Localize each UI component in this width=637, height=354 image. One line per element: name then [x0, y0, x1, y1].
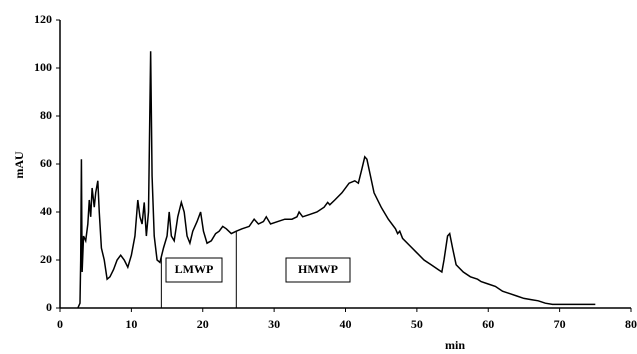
x-tick-label: 70 — [554, 317, 566, 331]
x-tick-label: 40 — [340, 317, 352, 331]
x-tick-label: 0 — [57, 317, 63, 331]
y-tick-label: 0 — [46, 300, 52, 314]
y-tick-label: 60 — [40, 156, 52, 170]
y-tick-label: 20 — [40, 252, 52, 266]
x-tick-label: 30 — [268, 317, 280, 331]
annotation-box — [285, 257, 351, 283]
annotation: LMWP — [175, 262, 214, 276]
x-tick-label: 60 — [482, 317, 494, 331]
x-tick-label: 50 — [411, 317, 423, 331]
annotation-box — [165, 257, 223, 283]
y-tick-label: 40 — [40, 204, 52, 218]
x-tick-label: 20 — [197, 317, 209, 331]
x-tick-label: 80 — [625, 317, 637, 331]
y-tick-label: 120 — [34, 12, 52, 26]
trace-line — [77, 51, 596, 309]
y-tick-label: 80 — [40, 108, 52, 122]
annotation: HMWP — [298, 262, 338, 276]
x-tick-label: 10 — [125, 317, 137, 331]
y-tick-label: 100 — [34, 60, 52, 74]
y-axis-label: mAU — [12, 151, 26, 179]
x-axis-label: min — [445, 338, 465, 352]
